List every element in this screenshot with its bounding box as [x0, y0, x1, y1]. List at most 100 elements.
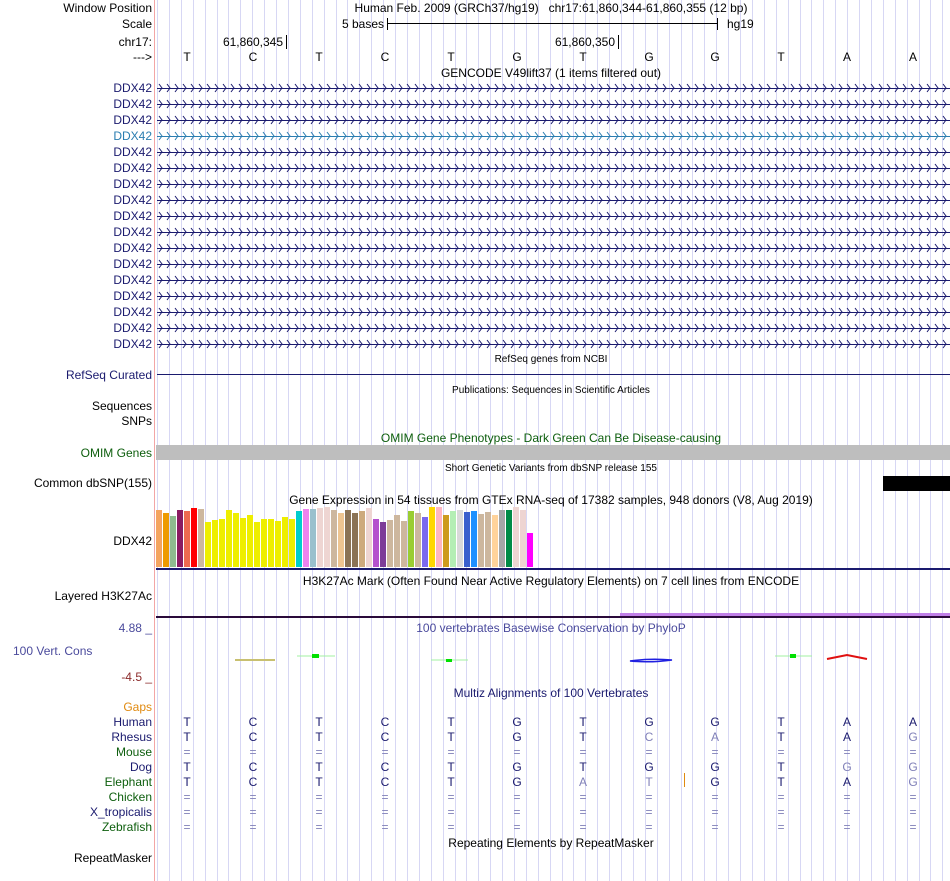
gtex-tissue-bar[interactable] — [492, 515, 498, 567]
gencode-gene-label[interactable]: DDX42 — [113, 225, 152, 239]
gencode-transcript[interactable] — [157, 323, 950, 333]
gtex-tissue-bar[interactable] — [310, 509, 316, 567]
gtex-tissue-bar[interactable] — [527, 533, 533, 567]
multiz-species-label[interactable]: Dog — [129, 760, 152, 774]
gencode-transcript[interactable] — [157, 131, 950, 141]
gtex-tissue-bar[interactable] — [485, 512, 491, 567]
gtex-tissue-bar[interactable] — [247, 515, 253, 567]
gencode-transcript[interactable] — [157, 211, 950, 221]
gtex-tissue-bar[interactable] — [324, 507, 330, 567]
gtex-tissue-bar[interactable] — [373, 519, 379, 567]
gencode-gene-label[interactable]: DDX42 — [113, 257, 152, 271]
gencode-gene-label[interactable]: DDX42 — [113, 289, 152, 303]
gtex-tissue-bar[interactable] — [352, 513, 358, 567]
refseq-gene-line[interactable] — [157, 374, 950, 375]
multiz-species-label[interactable]: Elephant — [104, 775, 152, 789]
gtex-tissue-bar[interactable] — [359, 511, 365, 567]
gtex-tissue-bar[interactable] — [513, 507, 519, 567]
gencode-transcript[interactable] — [157, 195, 950, 205]
gencode-transcript[interactable] — [157, 243, 950, 253]
multiz-species-label[interactable]: Mouse — [115, 745, 152, 759]
gtex-tissue-bar[interactable] — [387, 520, 393, 567]
gencode-transcript[interactable] — [157, 99, 950, 109]
gtex-tissue-bar[interactable] — [345, 510, 351, 567]
gencode-gene-label[interactable]: DDX42 — [113, 321, 152, 335]
gencode-transcript[interactable] — [157, 147, 950, 157]
gtex-tissue-bar[interactable] — [219, 519, 225, 567]
gtex-tissue-bar[interactable] — [436, 507, 442, 567]
omim-genes-label[interactable]: OMIM Genes — [80, 446, 152, 460]
gtex-tissue-bar[interactable] — [282, 517, 288, 567]
gtex-gene-label[interactable]: DDX42 — [113, 534, 152, 548]
gencode-transcript[interactable] — [157, 83, 950, 93]
multiz-species-label[interactable]: Zebrafish — [101, 820, 152, 834]
gencode-transcript[interactable] — [157, 307, 950, 317]
gencode-transcript[interactable] — [157, 115, 950, 125]
gtex-tissue-bar[interactable] — [380, 522, 386, 567]
gencode-gene-label[interactable]: DDX42 — [113, 81, 152, 95]
gencode-gene-label[interactable]: DDX42 — [113, 273, 152, 287]
dbsnp-label[interactable]: Common dbSNP(155) — [33, 476, 152, 490]
gencode-gene-label[interactable]: DDX42 — [113, 113, 152, 127]
gtex-tissue-bar[interactable] — [408, 511, 414, 567]
gtex-tissue-bar[interactable] — [254, 522, 260, 567]
refseq-curated-label[interactable]: RefSeq Curated — [65, 368, 152, 382]
gtex-tissue-bar[interactable] — [261, 519, 267, 567]
gtex-tissue-bar[interactable] — [506, 510, 512, 567]
gtex-tissue-bar[interactable] — [317, 508, 323, 567]
multiz-species-label[interactable]: Human — [113, 715, 152, 729]
gencode-transcript[interactable] — [157, 227, 950, 237]
multiz-species-label[interactable]: X_tropicalis — [89, 805, 152, 819]
publications-snps-label[interactable]: SNPs — [121, 414, 152, 428]
gencode-gene-label[interactable]: DDX42 — [113, 177, 152, 191]
gencode-transcript[interactable] — [157, 179, 950, 189]
gencode-transcript[interactable] — [157, 163, 950, 173]
gtex-tissue-bar[interactable] — [394, 515, 400, 567]
h3k27ac-label[interactable]: Layered H3K27Ac — [54, 589, 152, 603]
gtex-tissue-bar[interactable] — [450, 511, 456, 567]
gencode-gene-label[interactable]: DDX42 — [113, 241, 152, 255]
gtex-tissue-bar[interactable] — [184, 511, 190, 567]
gencode-gene-label[interactable]: DDX42 — [113, 209, 152, 223]
publications-sequences-label[interactable]: Sequences — [91, 399, 152, 413]
gtex-tissue-bar[interactable] — [338, 513, 344, 567]
gencode-transcript[interactable] — [157, 291, 950, 301]
gtex-tissue-bar[interactable] — [401, 521, 407, 567]
gtex-tissue-bar[interactable] — [443, 515, 449, 567]
gtex-tissue-bar[interactable] — [177, 510, 183, 567]
repeatmasker-label[interactable]: RepeatMasker — [73, 851, 152, 865]
gtex-tissue-bar[interactable] — [457, 510, 463, 567]
gtex-tissue-bar[interactable] — [289, 519, 295, 567]
gtex-tissue-bar[interactable] — [233, 513, 239, 567]
gtex-tissue-bar[interactable] — [226, 510, 232, 567]
gencode-gene-label[interactable]: DDX42 — [113, 161, 152, 175]
gtex-tissue-bar[interactable] — [303, 509, 309, 567]
gtex-tissue-bar[interactable] — [212, 520, 218, 567]
gtex-tissue-bar[interactable] — [520, 510, 526, 567]
gencode-transcript[interactable] — [157, 259, 950, 269]
gencode-gene-label[interactable]: DDX42 — [113, 193, 152, 207]
gtex-tissue-bar[interactable] — [275, 521, 281, 567]
gtex-tissue-bar[interactable] — [331, 510, 337, 567]
gtex-tissue-bar[interactable] — [415, 513, 421, 567]
gtex-tissue-bar[interactable] — [205, 522, 211, 567]
gtex-tissue-bar[interactable] — [191, 508, 197, 567]
multiz-gaps-label[interactable]: Gaps — [123, 700, 152, 714]
gencode-transcript[interactable] — [157, 339, 950, 349]
dbsnp-variant-block[interactable] — [883, 476, 950, 491]
conservation-label[interactable]: 100 Vert. Cons — [13, 644, 93, 658]
gtex-tissue-bar[interactable] — [464, 512, 470, 567]
gtex-tissue-bar[interactable] — [422, 517, 428, 567]
gtex-tissue-bar[interactable] — [240, 518, 246, 567]
gtex-tissue-bar[interactable] — [429, 507, 435, 567]
multiz-species-label[interactable]: Rhesus — [111, 730, 152, 744]
gtex-tissue-bar[interactable] — [478, 514, 484, 567]
gtex-tissue-bar[interactable] — [366, 508, 372, 567]
gencode-gene-label[interactable]: DDX42 — [113, 145, 152, 159]
multiz-species-label[interactable]: Chicken — [108, 790, 152, 804]
gtex-tissue-bar[interactable] — [296, 511, 302, 567]
gencode-transcript[interactable] — [157, 275, 950, 285]
gtex-bar-chart[interactable] — [156, 505, 536, 567]
gtex-tissue-bar[interactable] — [198, 509, 204, 567]
gencode-gene-label[interactable]: DDX42 — [113, 305, 152, 319]
